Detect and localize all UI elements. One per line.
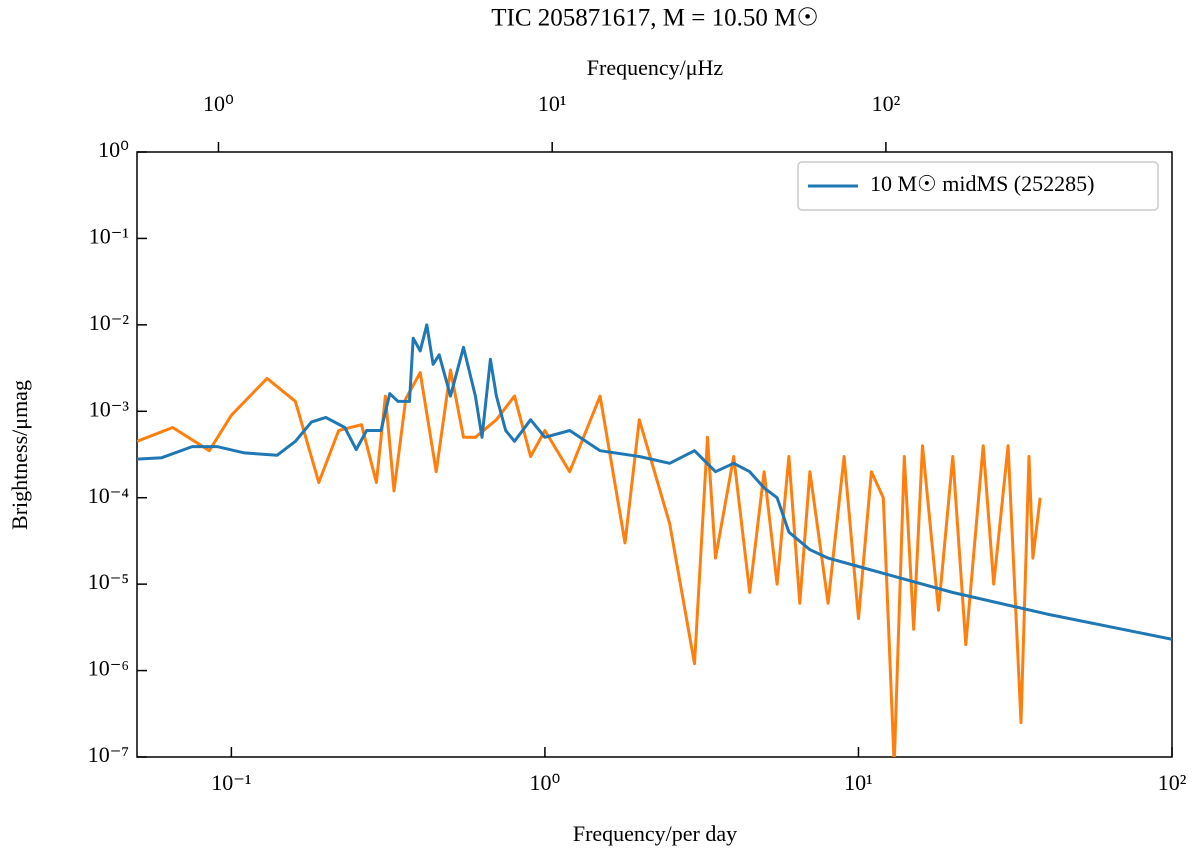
x2-tick-label: 10² xyxy=(872,91,901,116)
x-tick-label: 10¹ xyxy=(844,770,873,795)
y-tick-label: 10⁻⁷ xyxy=(88,742,129,767)
legend-box xyxy=(797,161,1159,211)
y-tick-label: 10⁻¹ xyxy=(89,223,129,248)
plot-area xyxy=(137,323,1172,757)
x2-tick-label: 10¹ xyxy=(538,91,567,116)
y-tick-label: 10⁻⁴ xyxy=(88,483,130,508)
series-line xyxy=(137,368,1042,757)
x-axis-label: Frequency/per day xyxy=(573,821,737,846)
y-tick-label: 10⁰ xyxy=(98,137,129,162)
y-tick-label: 10⁻⁶ xyxy=(88,656,129,681)
series-line xyxy=(137,323,1172,641)
y-axis-label: Brightness/μmag xyxy=(7,380,32,530)
x2-axis-label: Frequency/μHz xyxy=(587,55,724,80)
x2-tick-label: 10⁰ xyxy=(203,91,234,116)
legend-label: 10 M☉ midMS (252285) xyxy=(870,171,1094,196)
x-tick-label: 10² xyxy=(1158,770,1187,795)
y-tick-label: 10⁻² xyxy=(89,310,130,335)
y-tick-label: 10⁻⁵ xyxy=(88,569,129,594)
x-tick-label: 10⁻¹ xyxy=(211,770,251,795)
chart-title: TIC 205871617, M = 10.50 M☉ xyxy=(491,5,819,32)
plot-frame xyxy=(136,151,1173,758)
x-tick-label: 10⁰ xyxy=(530,770,561,795)
y-tick-label: 10⁻³ xyxy=(89,396,130,421)
